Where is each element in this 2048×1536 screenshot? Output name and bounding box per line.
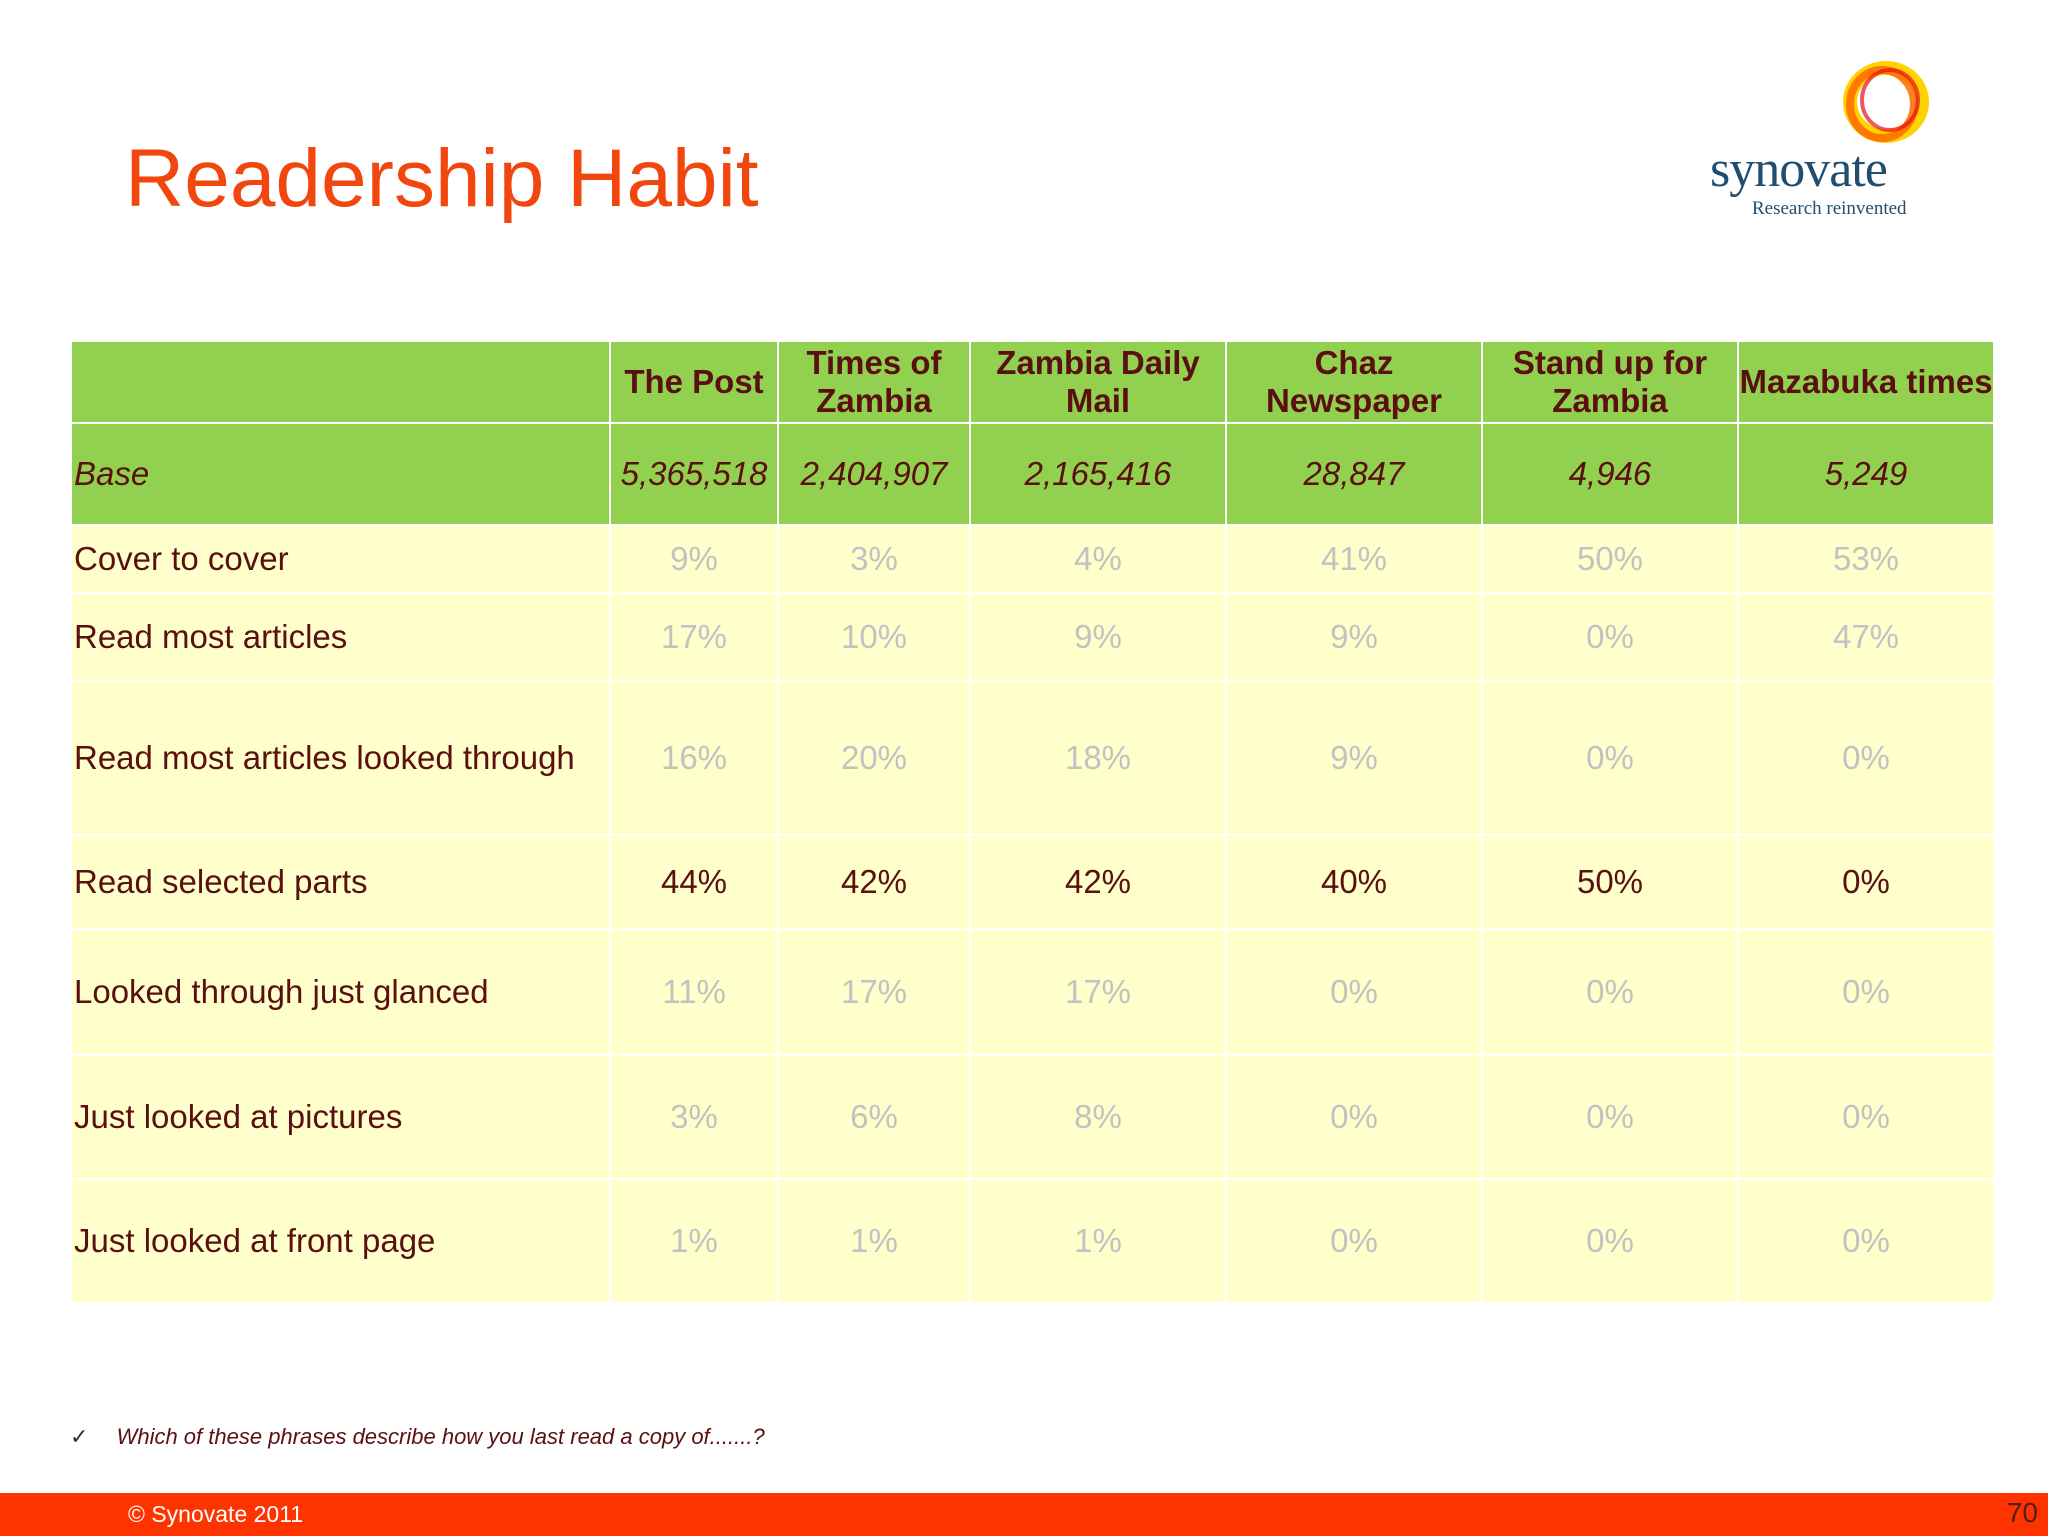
table-cell: 41% (1225, 524, 1483, 594)
table-cell: 0% (1225, 1054, 1483, 1180)
column-header: Mazabuka times (1737, 340, 1995, 424)
table-cell: 1% (969, 1178, 1227, 1304)
table-cell: 0% (1481, 928, 1739, 1056)
table-cell: 10% (777, 592, 971, 682)
row-label: Read most articles looked through (70, 680, 611, 836)
table-cell: 17% (777, 928, 971, 1056)
header-row: The Post Times of Zambia Zambia Daily Ma… (70, 340, 1995, 424)
row-label: Looked through just glanced (70, 928, 611, 1056)
table-cell: 0% (1737, 834, 1995, 930)
column-header: Zambia Daily Mail (969, 340, 1227, 424)
table-cell: 9% (969, 592, 1227, 682)
readership-table: The Post Times of Zambia Zambia Daily Ma… (70, 340, 1995, 1304)
base-value: 2,165,416 (969, 422, 1227, 526)
table-row: Just looked at pictures 3% 6% 8% 0% 0% 0… (70, 1054, 1995, 1180)
table-row: Read most articles 17% 10% 9% 9% 0% 47% (70, 592, 1995, 682)
logo-tagline: Research reinvented (1752, 198, 1907, 219)
table-cell: 18% (969, 680, 1227, 836)
table-cell: 53% (1737, 524, 1995, 594)
table-cell: 0% (1481, 592, 1739, 682)
table-row: Looked through just glanced 11% 17% 17% … (70, 928, 1995, 1056)
table-cell: 3% (609, 1054, 779, 1180)
table-cell: 16% (609, 680, 779, 836)
table-cell: 17% (609, 592, 779, 682)
question-note: ✓ Which of these phrases describe how yo… (70, 1424, 765, 1450)
row-label: Read selected parts (70, 834, 611, 930)
base-row: Base 5,365,518 2,404,907 2,165,416 28,84… (70, 422, 1995, 526)
table-cell: 17% (969, 928, 1227, 1056)
table-row: Cover to cover 9% 3% 4% 41% 50% 53% (70, 524, 1995, 594)
table-cell: 8% (969, 1054, 1227, 1180)
table-cell: 44% (609, 834, 779, 930)
question-text: Which of these phrases describe how you … (116, 1424, 765, 1449)
row-label: Read most articles (70, 592, 611, 682)
table-cell: 42% (777, 834, 971, 930)
table-cell: 4% (969, 524, 1227, 594)
table-cell: 20% (777, 680, 971, 836)
column-header: The Post (609, 340, 779, 424)
table-cell: 1% (777, 1178, 971, 1304)
row-label: Just looked at front page (70, 1178, 611, 1304)
base-value: 4,946 (1481, 422, 1739, 526)
column-header: Times of Zambia (777, 340, 971, 424)
row-label: Base (70, 422, 611, 526)
table-cell: 9% (609, 524, 779, 594)
table-cell: 0% (1737, 928, 1995, 1056)
table-cell: 0% (1225, 928, 1483, 1056)
checkmark-icon: ✓ (70, 1424, 89, 1449)
copyright: © Synovate 2011 (128, 1501, 304, 1527)
table-cell: 47% (1737, 592, 1995, 682)
table-cell: 0% (1481, 680, 1739, 836)
header-corner (70, 340, 611, 424)
base-value: 5,249 (1737, 422, 1995, 526)
page-number: 70 (2006, 1497, 2038, 1528)
table-cell: 0% (1481, 1054, 1739, 1180)
table-cell: 9% (1225, 592, 1483, 682)
table-cell: 0% (1737, 680, 1995, 836)
page-title: Readership Habit (125, 133, 759, 224)
table-cell: 11% (609, 928, 779, 1056)
table-cell: 50% (1481, 524, 1739, 594)
base-value: 5,365,518 (609, 422, 779, 526)
table-cell: 0% (1737, 1054, 1995, 1180)
table-cell: 0% (1481, 1178, 1739, 1304)
table-cell: 50% (1481, 834, 1739, 930)
table-cell: 0% (1225, 1178, 1483, 1304)
table-row: Just looked at front page 1% 1% 1% 0% 0%… (70, 1178, 1995, 1304)
table-cell: 0% (1737, 1178, 1995, 1304)
column-header: Stand up for Zambia (1481, 340, 1739, 424)
table-cell: 42% (969, 834, 1227, 930)
logo-wordmark: synovate (1710, 141, 1888, 198)
table-cell: 40% (1225, 834, 1483, 930)
table-row-highlighted: Read selected parts 44% 42% 42% 40% 50% … (70, 834, 1995, 930)
table-cell: 9% (1225, 680, 1483, 836)
row-label: Cover to cover (70, 524, 611, 594)
base-value: 2,404,907 (777, 422, 971, 526)
row-label: Just looked at pictures (70, 1054, 611, 1180)
table-cell: 3% (777, 524, 971, 594)
column-header: Chaz Newspaper (1225, 340, 1483, 424)
synovate-ring-icon (1843, 61, 1929, 143)
table-row: Read most articles looked through 16% 20… (70, 680, 1995, 836)
table-cell: 6% (777, 1054, 971, 1180)
footer-bar: © Synovate 2011 70 (0, 1493, 2048, 1536)
table-cell: 1% (609, 1178, 779, 1304)
base-value: 28,847 (1225, 422, 1483, 526)
synovate-logo: synovate Research reinvented (1702, 58, 1942, 228)
